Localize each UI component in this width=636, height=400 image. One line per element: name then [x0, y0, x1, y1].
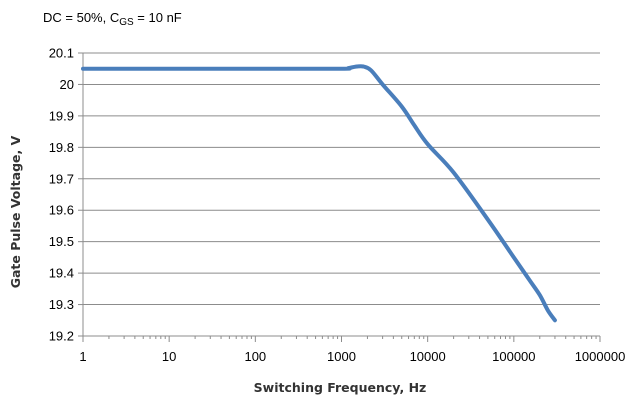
y-tick-label: 19.6 [49, 203, 74, 218]
x-tick-label: 100 [244, 349, 266, 364]
series-line [81, 64, 557, 323]
y-tick-label: 19.9 [49, 108, 74, 123]
x-tick-label: 100000 [492, 349, 535, 364]
y-tick-label: 19.8 [49, 140, 74, 155]
y-tick-label: 19.5 [49, 234, 74, 249]
y-tick-label: 20.1 [49, 46, 74, 61]
y-tick-label: 20 [60, 77, 74, 92]
gridlines [83, 52, 600, 337]
x-tick-label: 1000 [327, 349, 356, 364]
y-tick-label: 19.7 [49, 171, 74, 186]
y-tick-label: 19.4 [49, 266, 74, 281]
x-tick-label: 1 [79, 349, 86, 364]
x-axis-title: Switching Frequency, Hz [254, 380, 427, 395]
x-axis: 1 10 100 1000 10000 100000 1000000 [79, 336, 625, 364]
y-axis: 19.2 19.3 19.4 19.5 19.6 19.7 19.8 19.9 20 20.1 [49, 46, 84, 344]
y-tick-label: 19.3 [49, 297, 74, 312]
x-tick-label: 10000 [410, 349, 446, 364]
chart-annotation: DC = 50%, CGS = 10 nF [43, 10, 182, 28]
x-tick-label: 1000000 [575, 349, 626, 364]
y-axis-title: Gate Pulse Voltage, V [8, 135, 23, 288]
series-layer [81, 64, 557, 323]
y-tick-label: 19.2 [49, 329, 74, 344]
x-tick-label: 10 [162, 349, 176, 364]
